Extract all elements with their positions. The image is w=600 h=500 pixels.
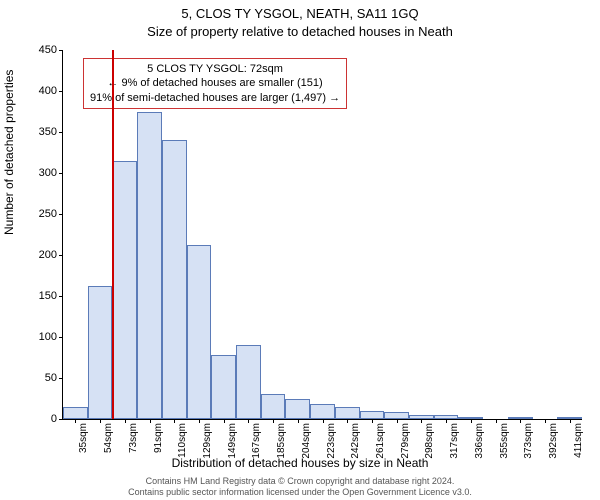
x-tick-label: 317sqm (449, 423, 460, 459)
x-tick-mark (446, 419, 447, 423)
x-tick-mark (150, 419, 151, 423)
y-tick-mark (59, 255, 63, 256)
x-tick-label: 167sqm (251, 423, 262, 459)
x-tick-mark (471, 419, 472, 423)
y-tick-mark (59, 91, 63, 92)
x-tick-mark (520, 419, 521, 423)
y-tick-mark (59, 378, 63, 379)
x-tick-label: 185sqm (276, 423, 287, 459)
histogram-bar (63, 407, 88, 419)
x-tick-mark (372, 419, 373, 423)
x-tick-label: 336sqm (474, 423, 485, 459)
x-tick-label: 35sqm (78, 423, 89, 453)
x-tick-mark (298, 419, 299, 423)
annotation-box: 5 CLOS TY YSGOL: 72sqm ← 9% of detached … (83, 58, 347, 109)
reference-marker-line (112, 50, 114, 419)
x-tick-label: 110sqm (177, 423, 188, 458)
histogram-bar (261, 394, 286, 419)
histogram-bar (112, 161, 137, 419)
x-tick-label: 279sqm (400, 423, 411, 459)
x-tick-mark (224, 419, 225, 423)
x-tick-mark (570, 419, 571, 423)
footer-line1: Contains HM Land Registry data © Crown c… (0, 476, 600, 487)
x-tick-mark (323, 419, 324, 423)
histogram-bar (360, 411, 385, 419)
x-tick-label: 149sqm (227, 423, 238, 459)
x-tick-mark (496, 419, 497, 423)
x-tick-mark (174, 419, 175, 423)
x-tick-mark (421, 419, 422, 423)
x-tick-mark (248, 419, 249, 423)
x-tick-mark (347, 419, 348, 423)
histogram-bar (137, 112, 162, 420)
page-title: 5, CLOS TY YSGOL, NEATH, SA11 1GQ (0, 6, 600, 21)
x-tick-label: 54sqm (103, 423, 114, 453)
x-axis-label: Distribution of detached houses by size … (0, 456, 600, 470)
footer-line2: Contains public sector information licen… (0, 487, 600, 498)
annotation-line3: 91% of semi-detached houses are larger (… (90, 91, 340, 105)
y-tick-mark (59, 214, 63, 215)
x-tick-label: 355sqm (499, 423, 510, 459)
x-tick-label: 298sqm (424, 423, 435, 459)
histogram-bar (236, 345, 261, 419)
x-tick-mark (545, 419, 546, 423)
x-tick-mark (75, 419, 76, 423)
histogram-bar (285, 399, 310, 420)
histogram-bar (162, 140, 187, 419)
chart-subtitle: Size of property relative to detached ho… (0, 24, 600, 39)
plot-area: 5 CLOS TY YSGOL: 72sqm ← 9% of detached … (62, 50, 582, 420)
histogram-bar (310, 404, 335, 419)
x-tick-label: 411sqm (573, 423, 584, 458)
chart-container: 5, CLOS TY YSGOL, NEATH, SA11 1GQ Size o… (0, 0, 600, 500)
annotation-line2: ← 9% of detached houses are smaller (151… (90, 76, 340, 90)
x-tick-label: 242sqm (350, 423, 361, 459)
y-tick-mark (59, 337, 63, 338)
footer-attribution: Contains HM Land Registry data © Crown c… (0, 476, 600, 498)
x-tick-label: 91sqm (153, 423, 164, 453)
x-tick-label: 392sqm (548, 423, 559, 459)
histogram-bar (88, 286, 113, 419)
histogram-bar (335, 407, 360, 419)
x-tick-mark (273, 419, 274, 423)
x-tick-label: 223sqm (326, 423, 337, 459)
x-tick-label: 373sqm (523, 423, 534, 459)
x-tick-mark (397, 419, 398, 423)
annotation-line1: 5 CLOS TY YSGOL: 72sqm (90, 62, 340, 76)
histogram-bar (211, 355, 236, 419)
y-axis-label: Number of detached properties (2, 70, 16, 235)
x-tick-label: 261sqm (375, 423, 386, 459)
y-tick-mark (59, 50, 63, 51)
y-tick-mark (59, 173, 63, 174)
x-tick-mark (100, 419, 101, 423)
x-tick-label: 73sqm (128, 423, 139, 453)
y-tick-mark (59, 419, 63, 420)
x-tick-mark (199, 419, 200, 423)
x-tick-mark (125, 419, 126, 423)
x-tick-label: 129sqm (202, 423, 213, 459)
y-tick-mark (59, 296, 63, 297)
y-tick-mark (59, 132, 63, 133)
histogram-bar (187, 245, 212, 419)
x-tick-label: 204sqm (301, 423, 312, 459)
